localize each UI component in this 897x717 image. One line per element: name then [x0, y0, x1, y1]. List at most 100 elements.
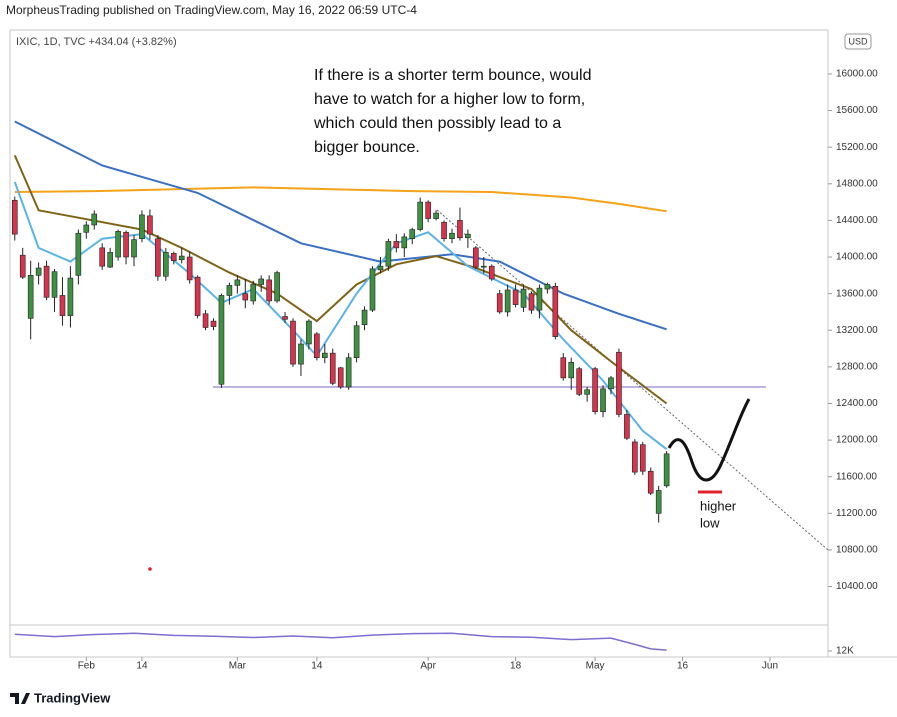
candle-body [457, 220, 463, 239]
x-tick-label: May [586, 661, 605, 672]
candle-body [504, 289, 511, 313]
candle-body [592, 368, 598, 413]
candle-body [624, 414, 630, 439]
candle-body [632, 441, 638, 473]
candle-body [218, 295, 225, 385]
projection-curve [667, 398, 751, 482]
candle-body [59, 295, 66, 316]
candle-body [401, 236, 408, 249]
candle-body [576, 368, 582, 395]
candle-body [155, 238, 161, 277]
candle-body [282, 316, 288, 320]
candle-body [568, 361, 575, 379]
candle-body [488, 265, 495, 280]
candle-body [393, 241, 400, 249]
candle-body [19, 254, 26, 278]
candle-body [377, 265, 384, 271]
x-tick-label: 14 [136, 661, 148, 672]
candle-body [353, 325, 360, 359]
candle-body [274, 272, 280, 302]
candle-body [131, 239, 137, 258]
y-tick-label: 14400.00 [836, 215, 878, 226]
candle-body [234, 279, 241, 286]
y-tick-label: 11600.00 [836, 471, 877, 482]
candle-body [290, 320, 296, 365]
candle-body [647, 470, 654, 494]
y-tick-label: 13200.00 [836, 325, 878, 336]
candle-body [449, 232, 455, 240]
candle-body [258, 278, 265, 285]
brand: TradingView [34, 690, 111, 705]
candle-body [163, 252, 169, 277]
candle-body [337, 367, 344, 388]
candle-body [123, 232, 129, 258]
candle-body [584, 389, 590, 395]
candle-body [298, 343, 304, 365]
candle-body [425, 201, 431, 219]
x-tick-label: Feb [78, 661, 96, 672]
annotation-note: bigger bounce. [314, 139, 420, 156]
candle-body [552, 286, 559, 337]
candle-body [242, 293, 249, 301]
y-tick-label: 15200.00 [836, 142, 878, 153]
x-tick-label: 14 [311, 661, 323, 672]
candle-body [473, 247, 479, 268]
candle-body [210, 320, 217, 327]
candle-body [616, 351, 622, 415]
candle-body [655, 490, 662, 514]
candle-body [202, 313, 209, 328]
candle-body [35, 267, 42, 276]
y-tick-label: 10400.00 [836, 581, 878, 592]
candle-body [639, 444, 646, 472]
candle-body [608, 377, 614, 390]
candle-body [465, 233, 471, 239]
brand-logo [10, 693, 30, 704]
candle-body [91, 213, 98, 226]
annotation-label: low [700, 515, 720, 530]
main-pane [11, 120, 670, 523]
candle-body [250, 284, 257, 302]
candle-body [67, 277, 74, 316]
x-tick-label: Mar [229, 661, 247, 672]
currency-badge [844, 33, 872, 50]
candle-body [417, 201, 423, 230]
x-tick-label: 16 [677, 661, 689, 672]
candle-body [560, 357, 567, 379]
candle-body [27, 275, 34, 319]
candle-body [43, 265, 50, 298]
candle-body [663, 453, 670, 487]
candle-body [11, 199, 18, 235]
candle-body [441, 221, 447, 240]
candle-body [186, 256, 193, 281]
moving-average [14, 120, 667, 331]
candle-body [544, 284, 551, 290]
candle-body [75, 232, 82, 276]
dot [148, 567, 152, 571]
candle-body [385, 241, 392, 267]
candle-body [528, 293, 535, 311]
candle-body [194, 276, 201, 316]
x-tick-label: 18 [510, 661, 522, 672]
candle-body [369, 268, 376, 311]
annotation-note: If there is a shorter term bounce, would [314, 67, 591, 84]
candle-body [99, 247, 106, 267]
y-tick-label: 16000.00 [836, 69, 878, 80]
candle-body [496, 293, 503, 313]
candle-body [345, 357, 352, 388]
annotation-label: higher [700, 498, 737, 513]
moving-average [13, 155, 668, 405]
candle-body [512, 289, 519, 305]
candle-body [361, 309, 368, 326]
candle-body [433, 212, 439, 219]
candle-body [170, 253, 177, 261]
annotation-note: have to watch for a higher low to form, [314, 91, 585, 108]
y-tick-label: 14000.00 [836, 252, 878, 263]
candle-body [178, 255, 185, 261]
candle-body [480, 265, 487, 268]
moving-average [14, 186, 667, 213]
candle-body [306, 320, 312, 345]
candle-body [536, 287, 543, 311]
y-tick-label: 10800.00 [836, 545, 878, 556]
